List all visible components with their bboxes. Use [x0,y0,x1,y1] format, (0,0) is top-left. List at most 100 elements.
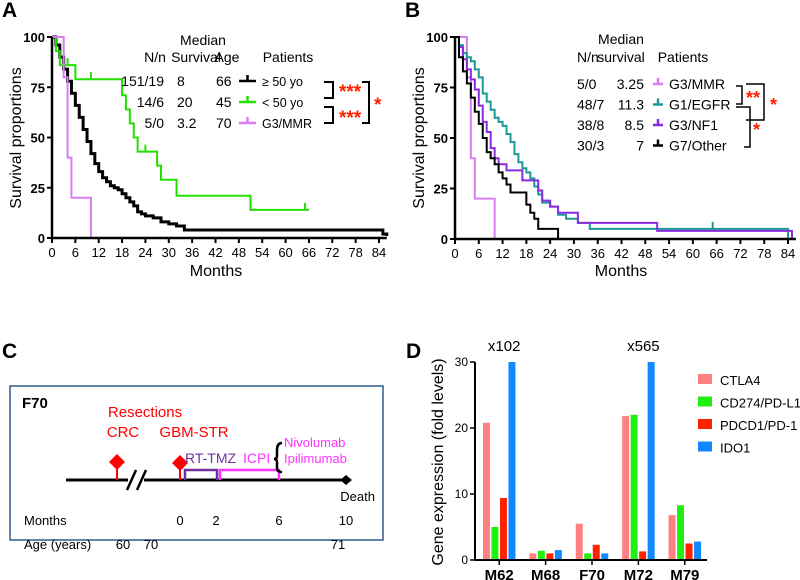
km-curve-g7-other [455,36,560,239]
y-tick-label: 0 [441,232,448,247]
bar-m68-ido1 [554,550,562,560]
bar-m68-pdcd1-pd-1 [546,553,554,560]
age-value: 60 [116,537,130,552]
panel-d-axes: M62 M68 F70 M72 M79 0 10 20 30 [455,355,707,580]
panel-d-legend: CTLA4 CD274/PD-L1 PDCD1/PD-1 IDO1 [698,373,800,456]
drug-label-nivolumab: Nivolumab [284,435,345,450]
month-value: 6 [275,513,282,528]
legend-label: G3/MMR [669,76,725,92]
x-tick-label: 78 [757,246,771,261]
significance-stars-1: *** [339,82,362,103]
y-tick-label: 20 [455,421,469,435]
legend-header-patients: Patients [658,49,709,65]
legend-swatch-icon [698,374,712,384]
legend-label: IDO1 [720,441,750,456]
legend-row: 38/8 8.5 G3/NF1 [577,117,718,133]
legend-median: 11.3 [618,97,644,113]
legend-item: PDCD1/PD-1 [698,418,797,433]
rt-tmz-bracket [183,468,219,480]
panel-b-legend: Median N/n survival Patients 5/0 3.25 G3/M… [577,31,777,154]
bar-m79-ctla4 [668,515,676,560]
age-row-label: Age (years) [24,537,91,552]
event-label-crc: CRC [107,424,140,441]
panel-b-km-plot: 0 25 50 75 100 0 6 12 18 24 30 36 42 48 54 60 66 72 78 84 S… [411,30,796,280]
legend-nn: 14/6 [137,94,164,110]
y-tick-label: 10 [455,487,469,501]
x-tick-label: 42 [614,246,628,261]
panel-a-km-plot: 0 25 50 75 100 0 6 12 18 24 30 36 42 48 54 60 66 72 78 84 S… [8,30,389,280]
x-tick-label: 84 [781,246,795,261]
legend-row: 5/0 3.25 G3/MMR [577,76,725,92]
legend-row: 30/3 7 G7/Other [577,138,727,154]
panel-d-y-axis-title: Gene expression (fold levels) [430,358,447,565]
x-tick-label: 48 [232,245,246,260]
km-curve-g1-egfr [455,36,789,239]
panel-c-timeline: F70 Resections CRC GBM-STR RT-TMZ ICPI N… [9,385,384,552]
significance-bracket-outer [362,81,370,124]
legend-median: 8 [177,73,185,89]
timeline-frame [9,385,384,541]
legend-header-patients: Patients [263,49,314,65]
km-curve-g3-mmr [455,36,496,239]
x-tick-label: 48 [638,246,652,261]
y-tick-label: 30 [455,355,469,369]
legend-swatch-icon [698,441,712,452]
y-tick-label: 100 [23,30,45,45]
x-tick-label: 54 [662,246,676,261]
y-tick-label: 0 [38,231,45,246]
bar-m62-pdcd1-pd-1 [499,497,507,560]
x-tick-label: 24 [138,245,152,260]
panel-d-bars [482,362,702,560]
bar-m62-ctla4 [482,422,490,560]
x-tick-label: 24 [543,246,557,261]
legend-age: 70 [216,115,232,131]
y-tick-label: 25 [31,181,45,196]
x-tick-label: 36 [590,246,604,261]
age-value: 70 [144,537,158,552]
bar-m72-pdcd1-pd-1 [639,551,647,560]
y-tick-label: 100 [426,30,448,45]
legend-label: G3/MMR [262,117,312,131]
panel-d-bar-chart: M62 M68 F70 M72 M79 0 10 20 30 Gene expression (… [430,338,800,580]
x-tick-label: 18 [115,245,129,260]
legend-header-median: Median [598,31,644,47]
legend-nn: 5/0 [145,115,165,131]
legend-label: < 50 yo [262,96,303,110]
panel-b-x-axis-title: Months [595,263,647,280]
x-tick-label: 6 [475,246,482,261]
drug-brace [273,441,283,474]
bar-m72-ido1 [647,362,655,560]
x-tick-label: M68 [531,567,560,580]
bar-m68-ctla4 [529,553,537,560]
km-curve-g3-nf1 [455,36,793,239]
bar-f70-ido1 [601,553,609,560]
x-tick-label: 66 [302,245,316,260]
legend-nn: 30/3 [577,138,604,154]
y-tick-label: 50 [31,131,45,146]
x-tick-label: 36 [185,245,199,260]
km-curve--50-yo [52,35,389,236]
x-tick-label: 72 [733,246,747,261]
legend-label: CD274/PD-L1 [720,396,800,411]
legend-header-nn: N/n [144,49,166,65]
panel-a-curves [52,35,389,238]
bar-f70-cd274-pd-l1 [584,553,592,560]
significance-stars-1: ** [746,88,760,108]
legend-label: ≥ 50 yo [262,75,303,89]
death-marker-icon [340,475,352,485]
bar-annotation: x565 [627,338,660,355]
resections-label: Resections [108,404,182,421]
x-tick-label: 30 [162,245,176,260]
legend-header-nn: N/n [577,49,599,65]
legend-item: IDO1 [698,441,750,456]
panel-b-y-axis-title: Survival proportions [411,67,428,208]
drug-label-ipilimumab: Ipilimumab [284,451,347,466]
month-value: 10 [339,513,353,528]
icpi-bracket [218,468,281,480]
bar-m79-ido1 [694,541,702,560]
legend-header-survival: Survival [171,49,221,65]
y-tick-label: 0 [461,553,468,567]
legend-row: 14/6 20 45 < 50 yo [137,94,304,110]
panel-b-curves [455,36,793,239]
legend-label: CTLA4 [720,373,760,388]
